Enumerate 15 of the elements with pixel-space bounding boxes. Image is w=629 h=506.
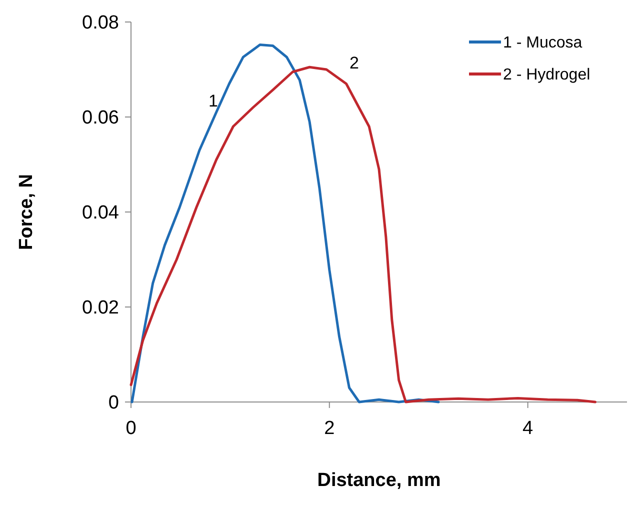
y-tick-label: 0.04 <box>82 202 120 224</box>
x-axis-title: Distance, mm <box>317 470 441 491</box>
y-tick-label: 0 <box>108 392 119 414</box>
y-tick-label: 0.06 <box>82 108 119 129</box>
legend-label: 1 - Mucosa <box>503 34 582 52</box>
annotation: 2 <box>350 54 359 73</box>
annotation: 1 <box>208 92 218 111</box>
y-tick-label: 0.02 <box>82 298 119 319</box>
x-tick-label: 4 <box>522 418 534 439</box>
line-series <box>130 44 440 404</box>
y-tick-label: 0.08 <box>82 12 119 34</box>
y-axis-title: Force, N <box>16 174 37 250</box>
x-tick-label: 2 <box>324 418 335 439</box>
legend-label: 2 - Hydrogel <box>503 66 590 84</box>
x-tick-label: 0 <box>126 418 136 439</box>
